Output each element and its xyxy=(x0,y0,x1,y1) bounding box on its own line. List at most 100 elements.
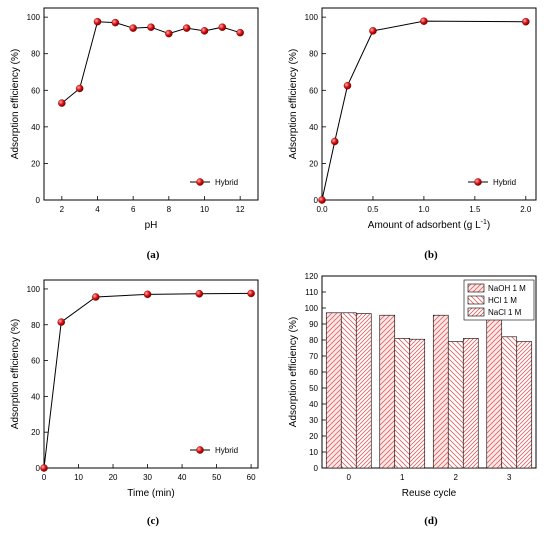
x-axis-label-end: ) xyxy=(487,220,490,231)
x-tick-label: 50 xyxy=(212,473,221,482)
y-tick-label: 40 xyxy=(31,392,40,401)
y-tick-label: 80 xyxy=(309,336,318,345)
x-tick-label: 20 xyxy=(109,473,118,482)
bar xyxy=(433,315,448,468)
x-tick-label: 60 xyxy=(247,473,256,482)
series-line xyxy=(44,293,251,468)
y-tick-label: 120 xyxy=(305,272,319,281)
chart-panel-1: 0 20 40 60 80 100 Adsorption efficiency (%) 0.0… xyxy=(288,8,536,261)
x-axis-label-main: Amount of adsorbent (g L xyxy=(368,220,481,231)
data-point xyxy=(369,27,376,34)
x-tick-label: 40 xyxy=(178,473,187,482)
bar xyxy=(380,315,395,468)
y-tick-label: 0 xyxy=(36,464,41,473)
y-tick-label: 60 xyxy=(31,357,40,366)
legend-swatch xyxy=(468,284,484,292)
data-point xyxy=(201,27,208,34)
y-tick-label: 110 xyxy=(305,288,318,297)
x-tick-label: 1.5 xyxy=(469,205,481,214)
legend-swatch xyxy=(468,308,484,316)
x-tick-label: 1.0 xyxy=(418,205,430,214)
legend-label: HCl 1 M xyxy=(488,296,517,305)
x-tick-label: 12 xyxy=(236,205,245,214)
bar xyxy=(448,342,463,468)
y-axis-label: Adsorption efficiency (%) xyxy=(10,49,21,159)
data-point xyxy=(130,25,137,32)
y-tick-label: 40 xyxy=(31,123,40,132)
x-tick-label: 8 xyxy=(167,205,172,214)
y-tick-label: 80 xyxy=(309,50,318,59)
y-tick-label: 100 xyxy=(305,304,319,313)
x-tick-label: 0 xyxy=(347,473,352,482)
data-point xyxy=(112,19,119,26)
chart-panel-0: 0 20 40 60 80 100 Adsorption efficiency (%) 2 4 6… xyxy=(10,8,258,261)
x-tick-label: 6 xyxy=(131,205,136,214)
x-tick-label: 0.0 xyxy=(316,205,328,214)
plot-frame xyxy=(44,8,258,200)
data-point xyxy=(247,290,254,297)
y-tick-label: 20 xyxy=(309,432,318,441)
data-point xyxy=(344,82,351,89)
data-point xyxy=(94,18,101,25)
y-tick-label: 60 xyxy=(309,368,318,377)
data-point xyxy=(76,85,83,92)
y-axis-label: Adsorption efficiency (%) xyxy=(10,319,21,429)
y-tick-label: 80 xyxy=(31,321,40,330)
y-tick-label: 0 xyxy=(36,196,41,205)
x-axis-label: Reuse cycle xyxy=(402,488,457,499)
y-tick-label: 60 xyxy=(309,86,318,95)
bar xyxy=(341,313,356,468)
x-tick-label: 1 xyxy=(400,473,405,482)
x-tick-label: 30 xyxy=(143,473,152,482)
data-point xyxy=(420,18,427,25)
data-point xyxy=(40,464,47,471)
x-tick-label: 2 xyxy=(60,205,65,214)
chart-panel-3: 0102030405060708090100110120Adsorption e… xyxy=(288,272,536,527)
data-point xyxy=(92,293,99,300)
data-point xyxy=(144,291,151,298)
series-line xyxy=(62,22,240,103)
y-axis-label: Adsorption efficiency (%) xyxy=(288,317,299,427)
y-tick-label: 80 xyxy=(31,50,40,59)
bar xyxy=(356,314,371,468)
legend-label: Hybrid xyxy=(493,178,516,187)
series-line xyxy=(322,21,526,200)
data-point xyxy=(522,18,529,25)
data-point xyxy=(237,29,244,36)
y-tick-label: 30 xyxy=(309,416,318,425)
y-tick-label: 100 xyxy=(27,285,41,294)
y-tick-label: 100 xyxy=(27,13,41,22)
x-tick-label: 0 xyxy=(42,473,47,482)
data-point xyxy=(58,318,65,325)
data-point xyxy=(196,290,203,297)
legend-marker xyxy=(474,178,481,185)
legend-marker xyxy=(196,446,203,453)
bar xyxy=(463,338,478,468)
x-tick-label: 2.0 xyxy=(520,205,532,214)
data-point xyxy=(331,138,338,145)
panel-label: (b) xyxy=(424,249,438,261)
plot-frame xyxy=(322,8,536,200)
panel-label: (c) xyxy=(147,515,160,527)
x-axis-label: Time (min) xyxy=(127,488,174,499)
y-tick-label: 20 xyxy=(31,159,40,168)
legend-label: Hybrid xyxy=(215,446,238,455)
legend-label: NaOH 1 M xyxy=(488,284,526,293)
x-tick-label: 2 xyxy=(454,473,459,482)
y-tick-label: 0 xyxy=(314,196,319,205)
x-tick-label: 10 xyxy=(200,205,209,214)
y-tick-label: 20 xyxy=(309,159,318,168)
x-tick-label: 3 xyxy=(507,473,512,482)
legend-marker xyxy=(196,178,203,185)
bar xyxy=(517,342,532,468)
y-tick-label: 40 xyxy=(309,400,318,409)
y-tick-label: 100 xyxy=(305,13,319,22)
y-tick-label: 90 xyxy=(309,320,318,329)
data-point xyxy=(147,24,154,31)
panel-label: (d) xyxy=(424,515,438,527)
panel-label: (a) xyxy=(147,249,160,261)
bar xyxy=(410,339,425,468)
x-axis-label: Amount of adsorbent (g L-1) xyxy=(368,219,490,231)
y-tick-label: 60 xyxy=(31,86,40,95)
